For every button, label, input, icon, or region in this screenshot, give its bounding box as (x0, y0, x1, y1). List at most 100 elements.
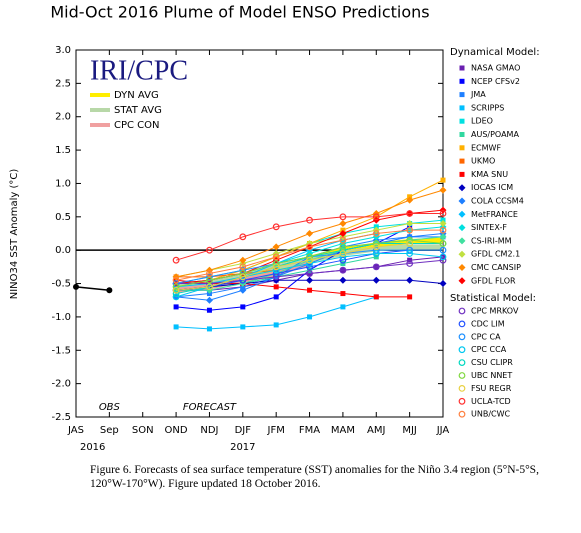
legend-label: CSU CLIPR (471, 358, 513, 367)
legend-label: UKMO (471, 157, 495, 166)
legend-heading: Dynamical Model: (450, 47, 540, 58)
y-tick-label: -1.5 (51, 345, 71, 356)
marker (406, 246, 414, 254)
marker (239, 286, 247, 294)
marker (372, 230, 380, 237)
marker (206, 273, 213, 281)
marker (339, 256, 347, 264)
marker (458, 333, 466, 341)
marker (459, 92, 465, 98)
y-tick-label: 0.5 (55, 212, 71, 223)
marker (272, 260, 280, 267)
marker (306, 276, 314, 284)
series-line (176, 243, 410, 291)
marker (239, 266, 247, 274)
marker (273, 284, 279, 290)
marker (339, 213, 347, 221)
marker (339, 266, 347, 274)
marker (306, 216, 313, 224)
legend-label: ECMWF (471, 143, 501, 152)
caption: Figure 6. Forecasts of sea surface tempe… (90, 464, 539, 490)
marker (306, 256, 313, 264)
marker (172, 283, 180, 291)
y-tick-label: -2.5 (51, 412, 71, 423)
marker (239, 233, 247, 241)
observed-line (75, 286, 110, 291)
marker (172, 286, 180, 294)
x-tick-label: SON (132, 425, 154, 436)
legend-label: JMA (470, 90, 486, 99)
year-label: 2016 (80, 442, 105, 453)
marker (406, 226, 414, 234)
legend-label: LDEO (471, 117, 493, 126)
legend-label: CDC LIM (471, 319, 505, 328)
legend-label: UNB/CWC (471, 410, 511, 419)
marker (439, 226, 447, 234)
annotation: FORECAST (183, 402, 237, 413)
marker (458, 210, 466, 218)
legend-label: KMA SNU (471, 170, 508, 179)
marker (458, 397, 466, 405)
legend-label: CMC CANSIP (471, 263, 521, 272)
marker (206, 270, 213, 277)
marker (439, 219, 447, 227)
marker (459, 132, 465, 137)
x-tick-label: OND (165, 425, 188, 436)
y-tick-label: 3.0 (55, 45, 71, 56)
marker (206, 280, 213, 287)
x-tick-label: DJF (235, 425, 252, 436)
marker (239, 276, 247, 284)
marker (458, 359, 466, 367)
x-tick-label: FMA (299, 425, 320, 436)
marker (406, 240, 414, 247)
x-tick-label: MJJ (402, 425, 417, 436)
y-tick-label: 0.0 (55, 245, 71, 256)
marker (406, 196, 414, 204)
series-line (176, 249, 410, 291)
marker (272, 273, 280, 281)
marker (239, 270, 247, 277)
marker (172, 290, 180, 297)
marker (440, 177, 446, 183)
marker (459, 171, 465, 177)
y-tick-label: 1.0 (55, 178, 71, 189)
marker (458, 224, 466, 232)
marker (307, 287, 313, 293)
marker (339, 243, 347, 251)
marker (239, 256, 247, 264)
chart-title: Mid-Oct 2016 Plume of Model ENSO Predict… (50, 3, 429, 22)
marker (106, 287, 113, 294)
x-tick-label: NDJ (200, 425, 218, 436)
marker (306, 243, 313, 251)
marker (458, 410, 466, 418)
marker (372, 240, 380, 247)
marker (173, 324, 179, 330)
marker (459, 105, 465, 111)
marker (406, 260, 414, 267)
marker (339, 236, 347, 244)
marker (206, 307, 212, 313)
y-tick-label: 1.5 (55, 145, 71, 156)
marker (240, 324, 246, 330)
legend-label: NASA GMAO (471, 64, 520, 73)
year-label: 2017 (230, 442, 255, 453)
marker (439, 253, 447, 261)
y-tick-label: 2.5 (55, 78, 71, 89)
legend-label: IOCAS ICM (471, 183, 513, 192)
legend-label: STAT AVG (114, 105, 162, 116)
y-axis-label: NINO34 SST Anomaly (°C) (9, 169, 20, 300)
marker (172, 256, 180, 264)
marker (173, 304, 179, 310)
marker (439, 186, 447, 194)
legend-label: SINTEX-F (471, 223, 507, 232)
marker (339, 250, 347, 257)
x-tick-label: JJA (436, 425, 450, 436)
marker (439, 246, 447, 254)
marker (206, 326, 212, 332)
marker (458, 346, 466, 354)
marker (206, 283, 213, 291)
marker (439, 256, 447, 264)
legend-label: AUS/POAMA (471, 130, 519, 139)
marker (372, 276, 380, 284)
marker (172, 293, 180, 301)
